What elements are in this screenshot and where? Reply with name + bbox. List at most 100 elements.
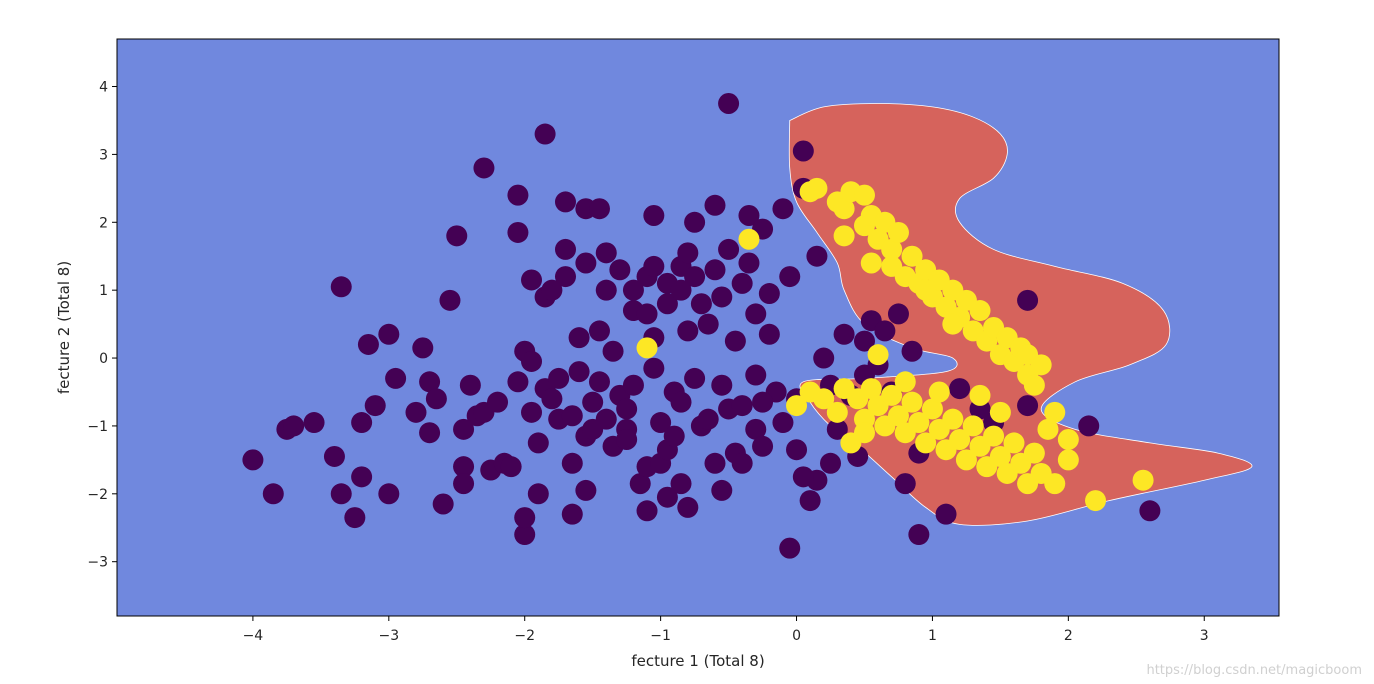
point-class-0: [554, 238, 576, 260]
point-class-0: [507, 184, 529, 206]
point-class-0: [344, 507, 366, 529]
point-class-0: [561, 452, 583, 474]
point-class-0: [745, 303, 767, 325]
point-class-1: [738, 228, 760, 250]
point-class-0: [527, 432, 549, 454]
point-class-1: [894, 371, 916, 393]
point-class-0: [894, 473, 916, 495]
point-class-0: [351, 466, 373, 488]
point-class-0: [792, 140, 814, 162]
point-class-1: [887, 405, 909, 427]
point-class-0: [697, 313, 719, 335]
point-class-0: [588, 198, 610, 220]
point-class-0: [663, 425, 685, 447]
point-class-0: [446, 225, 468, 247]
point-class-0: [616, 429, 638, 451]
point-class-0: [745, 418, 767, 440]
point-class-1: [833, 225, 855, 247]
point-class-0: [656, 293, 678, 315]
point-class-0: [677, 496, 699, 518]
point-class-0: [731, 395, 753, 417]
point-class-0: [772, 198, 794, 220]
point-class-1: [989, 445, 1011, 467]
point-class-1: [969, 384, 991, 406]
y-axis: −3 −2 −1 0 1 2 3 4: [87, 80, 117, 571]
point-class-0: [677, 242, 699, 264]
point-class-0: [541, 279, 563, 301]
point-class-0: [432, 493, 454, 515]
point-class-0: [1139, 500, 1161, 522]
point-class-0: [453, 456, 475, 478]
point-class-0: [792, 466, 814, 488]
point-class-0: [684, 266, 706, 288]
point-class-1: [942, 313, 964, 335]
point-class-1: [955, 449, 977, 471]
point-class-0: [643, 255, 665, 277]
point-class-0: [874, 320, 896, 342]
point-class-0: [609, 259, 631, 281]
point-class-0: [283, 415, 305, 437]
point-class-0: [514, 507, 536, 529]
point-class-0: [351, 412, 373, 434]
point-class-1: [813, 388, 835, 410]
point-class-0: [575, 479, 597, 501]
point-class-1: [860, 378, 882, 400]
y-tick-label: 2: [99, 215, 108, 231]
point-class-0: [806, 245, 828, 267]
point-class-1: [1037, 418, 1059, 440]
point-class-0: [887, 303, 909, 325]
point-class-1: [942, 408, 964, 430]
point-class-0: [521, 350, 543, 372]
point-class-0: [670, 279, 692, 301]
scatter-points: [242, 92, 1161, 559]
y-tick-label: 4: [99, 80, 108, 96]
point-class-1: [989, 401, 1011, 423]
point-class-0: [670, 473, 692, 495]
x-tick-label: 2: [1064, 628, 1073, 644]
point-class-1: [881, 238, 903, 260]
point-class-0: [908, 524, 930, 546]
point-class-0: [507, 371, 529, 393]
point-class-0: [622, 279, 644, 301]
point-class-0: [820, 452, 842, 474]
point-class-1: [853, 184, 875, 206]
point-class-1: [833, 198, 855, 220]
point-class-1: [1085, 490, 1107, 512]
point-class-0: [568, 361, 590, 383]
point-class-0: [561, 405, 583, 427]
y-tick-label: −1: [87, 419, 108, 435]
point-class-0: [487, 391, 509, 413]
point-class-0: [935, 503, 957, 525]
point-class-1: [860, 252, 882, 274]
x-tick-label: 1: [928, 628, 937, 644]
point-class-0: [262, 483, 284, 505]
y-tick-label: 1: [99, 283, 108, 299]
point-class-0: [303, 412, 325, 434]
point-class-0: [670, 391, 692, 413]
point-class-1: [1023, 374, 1045, 396]
point-class-0: [595, 242, 617, 264]
point-class-1: [915, 432, 937, 454]
point-class-0: [901, 340, 923, 362]
point-class-0: [704, 452, 726, 474]
point-class-0: [561, 503, 583, 525]
point-class-1: [881, 384, 903, 406]
x-tick-label: 3: [1200, 628, 1209, 644]
point-class-0: [568, 327, 590, 349]
x-axis-label: fecture 1 (Total 8): [631, 652, 764, 670]
point-class-0: [731, 272, 753, 294]
point-class-0: [500, 456, 522, 478]
x-tick-label: −1: [650, 628, 671, 644]
y-tick-label: −3: [87, 555, 108, 571]
point-class-1: [901, 245, 923, 267]
point-class-0: [752, 435, 774, 457]
y-axis-label: fecture 2 (Total 8): [55, 261, 73, 394]
y-tick-label: −2: [87, 487, 108, 503]
point-class-0: [385, 367, 407, 389]
point-class-0: [656, 486, 678, 508]
point-class-0: [690, 293, 712, 315]
point-class-1: [915, 279, 937, 301]
point-class-1: [962, 415, 984, 437]
point-class-0: [439, 289, 461, 311]
